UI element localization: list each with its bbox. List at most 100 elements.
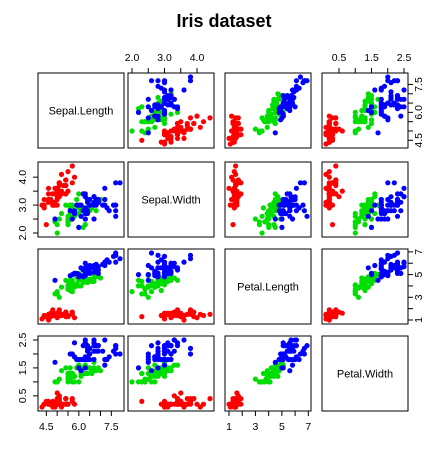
data-point	[71, 340, 78, 346]
data-point	[82, 365, 88, 371]
tick-label: 7.5	[413, 77, 425, 92]
variable-label: Sepal.Width	[141, 195, 200, 207]
data-point	[280, 111, 286, 117]
data-point	[65, 379, 71, 385]
data-point	[67, 365, 73, 371]
tick-label: 3	[413, 294, 425, 300]
data-point	[281, 96, 288, 102]
data-point	[394, 96, 401, 102]
data-point	[368, 120, 375, 127]
data-point	[168, 135, 174, 141]
data-point	[200, 401, 207, 407]
data-point	[284, 93, 290, 99]
data-point	[148, 250, 155, 256]
tick-label: 6.0	[72, 421, 87, 433]
data-point	[174, 135, 181, 141]
data-point	[145, 294, 151, 300]
data-point	[326, 139, 332, 145]
data-point	[152, 354, 158, 360]
data-point	[91, 194, 97, 200]
data-point	[129, 128, 135, 134]
data-point	[65, 169, 71, 175]
scatter-panel-sepal-length-vs-petal-length	[37, 248, 125, 325]
data-point	[91, 269, 97, 275]
data-point	[401, 96, 407, 102]
data-point	[368, 104, 375, 110]
data-point	[161, 100, 168, 106]
data-point	[226, 185, 232, 191]
data-point	[289, 362, 296, 368]
tick-label: 1.5	[364, 52, 379, 64]
data-point	[63, 177, 69, 183]
data-point	[184, 311, 190, 317]
scatter-panel-petal-width-vs-sepal-width	[321, 161, 409, 238]
data-point	[91, 356, 97, 363]
data-point	[74, 196, 80, 203]
data-point	[82, 208, 88, 214]
tick-label: 1	[226, 421, 232, 433]
data-point	[280, 202, 286, 208]
panel-frame	[224, 248, 312, 325]
data-point	[155, 370, 161, 377]
data-point	[256, 128, 262, 134]
data-point	[339, 188, 345, 194]
data-point	[280, 356, 286, 363]
data-point	[161, 356, 168, 363]
data-point	[329, 115, 336, 121]
data-point	[181, 87, 187, 93]
data-point	[385, 117, 391, 123]
data-point	[69, 398, 75, 404]
panel-frame	[127, 72, 215, 149]
data-point	[352, 119, 358, 125]
data-point	[304, 213, 310, 219]
data-point	[238, 132, 244, 138]
variable-label: Petal.Length	[237, 282, 299, 294]
data-point	[291, 343, 297, 349]
data-point	[394, 267, 401, 273]
data-point	[191, 120, 197, 127]
data-point	[293, 78, 299, 84]
data-point	[148, 78, 155, 84]
data-point	[168, 111, 174, 117]
data-point	[388, 96, 394, 102]
data-point	[391, 208, 397, 214]
data-point	[207, 396, 213, 402]
data-point	[139, 104, 145, 110]
data-point	[80, 191, 86, 197]
data-point	[45, 196, 52, 203]
data-point	[65, 401, 71, 407]
data-point	[301, 78, 307, 84]
data-point	[326, 169, 332, 175]
data-point	[161, 343, 168, 349]
data-point	[113, 202, 119, 208]
data-point	[259, 230, 265, 236]
chart-title: Iris dataset	[176, 11, 271, 31]
data-point	[91, 202, 97, 208]
data-point	[270, 106, 276, 112]
data-point	[284, 343, 290, 349]
data-point	[171, 348, 177, 354]
data-point	[231, 169, 237, 175]
data-point	[178, 128, 184, 134]
data-point	[74, 270, 80, 276]
data-point	[385, 180, 391, 186]
data-point	[56, 396, 62, 402]
data-point	[388, 93, 394, 99]
data-point	[355, 126, 362, 132]
data-point	[401, 185, 407, 191]
data-point	[135, 272, 142, 278]
data-point	[375, 277, 381, 283]
data-point	[58, 171, 65, 177]
data-point	[388, 89, 394, 95]
data-point	[56, 376, 62, 382]
data-point	[352, 115, 358, 121]
data-point	[178, 310, 184, 316]
data-point	[226, 135, 232, 141]
data-point	[69, 216, 75, 222]
data-point	[194, 113, 200, 119]
data-point	[84, 345, 91, 351]
data-point	[113, 343, 119, 349]
top-axis-petal-width: 0.5 1.5 2.5	[332, 52, 411, 73]
data-point	[91, 264, 97, 270]
data-point	[329, 188, 336, 194]
